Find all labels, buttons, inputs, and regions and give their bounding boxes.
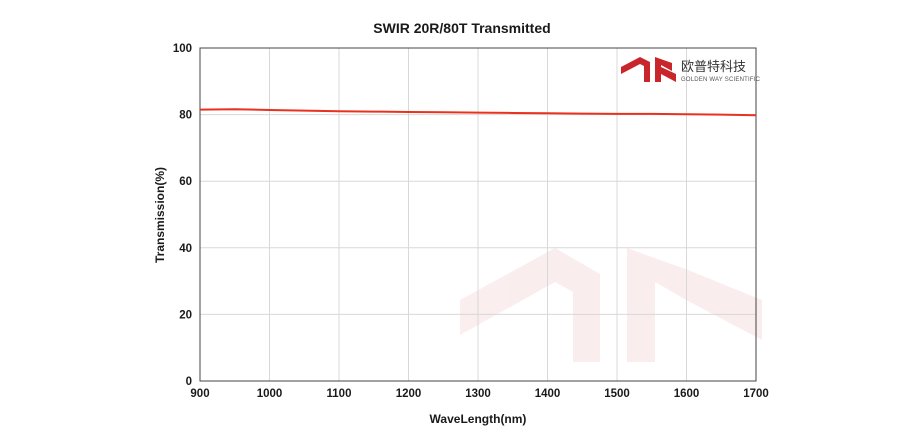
x-tick-label-1100: 1100: [327, 388, 352, 400]
x-tick-label-1000: 1000: [257, 388, 283, 400]
y-tick-label-0: 0: [186, 376, 192, 388]
y-tick-label-40: 40: [179, 243, 192, 255]
x-tick-label-900: 900: [190, 388, 209, 400]
y-tick-label-20: 20: [179, 309, 192, 321]
y-tick-label-60: 60: [179, 176, 192, 188]
series-line-transmission: [199, 108, 757, 117]
x-axis-label: WaveLength(nm): [430, 412, 527, 426]
chart-title: SWIR 20R/80T Transmitted: [373, 20, 550, 36]
x-tick-label-1500: 1500: [604, 388, 630, 400]
logo-icon: [621, 57, 676, 82]
x-tick-label-1300: 1300: [465, 388, 491, 400]
x-axis-ticks: 900 1000 1100 1200 1300 1400 1500 1600 1700: [190, 388, 768, 400]
plot-frame: [199, 47, 757, 382]
x-tick-label-1700: 1700: [743, 388, 769, 400]
brand-logo: 欧普特科技 GOLDEN WAY SCIENTIFIC: [621, 57, 761, 83]
watermark-logo: [460, 248, 762, 362]
y-axis-ticks: 0 20 40 60 80 100: [173, 43, 192, 388]
logo-name-cn: 欧普特科技: [681, 59, 746, 74]
y-tick-label-100: 100: [173, 43, 192, 55]
logo-name-en: GOLDEN WAY SCIENTIFIC: [681, 77, 761, 83]
x-tick-label-1200: 1200: [396, 388, 422, 400]
y-axis-label: Transmission(%): [153, 167, 167, 263]
x-tick-label-1600: 1600: [674, 388, 700, 400]
grid-lines: [200, 48, 756, 381]
y-tick-label-80: 80: [179, 110, 192, 122]
x-tick-label-1400: 1400: [535, 388, 561, 400]
